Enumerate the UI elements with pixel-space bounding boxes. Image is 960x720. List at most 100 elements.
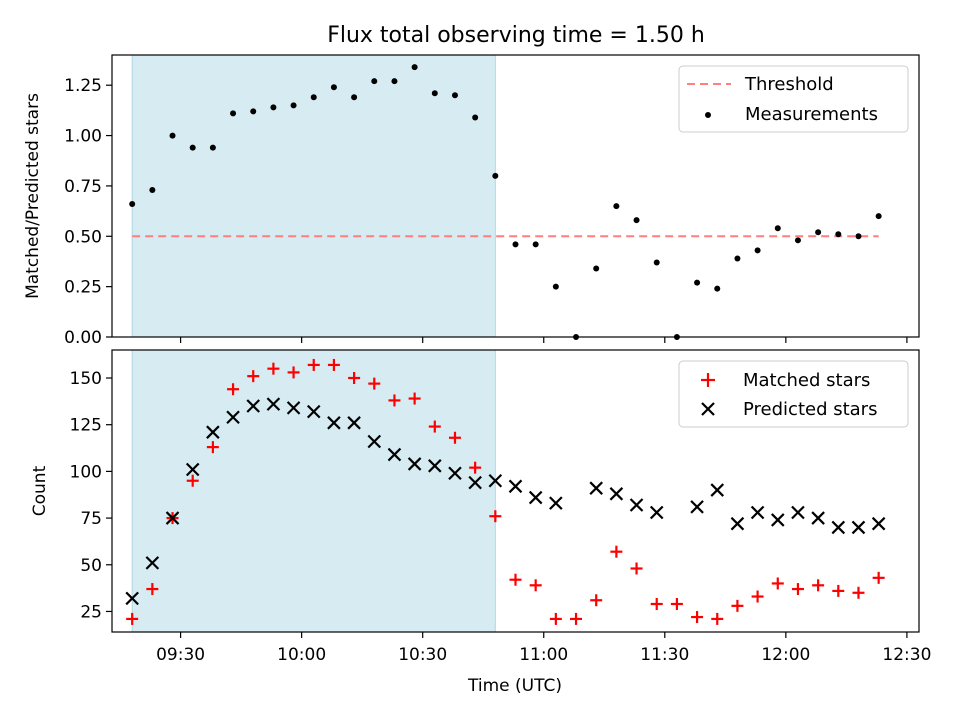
x-tick-label: 12:00: [761, 645, 810, 665]
predicted-star-point: [851, 520, 866, 535]
measurement-point: [532, 241, 539, 248]
measurement-point: [552, 283, 559, 290]
y-tick-label: 1.25: [64, 76, 102, 96]
matched-star-point: [448, 431, 461, 444]
predicted-star-point: [266, 397, 281, 411]
y-tick-label: 0.00: [64, 328, 102, 348]
matched-star-point: [711, 612, 724, 625]
matched-star-point: [126, 612, 139, 625]
ratio-legend-box: [678, 65, 909, 133]
measurement-point: [451, 92, 458, 99]
predicted-star-point: [791, 505, 805, 520]
predicted-star-point: [226, 410, 240, 425]
measurement-point: [774, 225, 781, 232]
y-tick-label: 150: [70, 369, 102, 389]
measurement-point: [169, 132, 176, 139]
matched-star-point: [247, 370, 260, 383]
measurement-point: [270, 104, 277, 111]
ratio-legend: Threshold Measurements: [678, 65, 909, 133]
predicted-star-point: [629, 498, 644, 512]
measurement-point: [855, 233, 862, 240]
x-tick-label: 11:30: [640, 645, 689, 665]
predicted-star-point: [407, 457, 422, 471]
measurement-point: [653, 259, 660, 266]
measurement-point: [754, 247, 761, 254]
predicted-star-point: [488, 473, 503, 488]
legend-matched-label: Matched stars: [743, 370, 870, 391]
matched-star-point: [691, 611, 704, 624]
measurement-point: [815, 229, 822, 236]
predicted-star-point: [145, 556, 160, 570]
measurement-point: [391, 78, 398, 85]
matched-star-point: [650, 597, 663, 610]
predicted-star-point: [770, 513, 785, 527]
measurement-point: [250, 108, 257, 115]
predicted-star-point: [589, 481, 603, 495]
matched-star-point: [469, 461, 482, 474]
count-panel-frame: [111, 349, 920, 633]
x-tick-label: 11:00: [519, 645, 568, 665]
count-y-axis-label: Count: [30, 465, 50, 516]
predicted-star-point: [609, 487, 624, 501]
y-tick-label: 1.00: [64, 127, 102, 147]
legend-matched-marker: [701, 373, 715, 387]
legend-threshold-label: Threshold: [744, 74, 834, 95]
predicted-star-point: [428, 459, 442, 473]
predicted-star-point: [448, 466, 462, 481]
matched-star-point: [307, 358, 320, 371]
x-tick-label: 12:30: [882, 645, 931, 665]
predicted-star-point: [750, 505, 765, 520]
measurement-point: [613, 203, 620, 210]
x-axis-label: Time (UTC): [467, 676, 562, 696]
predicted-star-point: [165, 511, 180, 525]
measurement-point: [593, 265, 600, 272]
measurement-point: [633, 217, 640, 224]
count-panel-shaded-span: [131, 349, 496, 633]
matched-star-point: [630, 562, 643, 575]
matched-star-point: [812, 579, 825, 592]
measurement-point: [512, 241, 519, 248]
predicted-star-point: [528, 490, 543, 505]
measurement-point: [472, 114, 479, 121]
measurement-point: [371, 78, 378, 85]
predicted-star-point: [286, 401, 301, 415]
predicted-star-point: [831, 520, 846, 535]
predicted-star-point: [549, 496, 563, 510]
ratio-y-axis-label: Matched/Predicted stars: [23, 93, 43, 299]
measurement-point: [129, 201, 136, 208]
matched-star-point: [206, 441, 219, 454]
count-legend-box: [678, 360, 909, 428]
predicted-star-point: [125, 591, 139, 606]
measurement-point: [411, 64, 418, 71]
matched-star-point: [852, 586, 865, 599]
y-tick-label: 125: [70, 416, 102, 436]
measurement-point: [875, 213, 882, 220]
predicted-star-point: [327, 416, 341, 430]
measurement-point: [230, 110, 237, 117]
y-tick-label: 75: [80, 509, 102, 529]
matched-star-point: [529, 579, 542, 592]
measurement-point: [330, 84, 337, 91]
legend-measurements-marker: [705, 112, 711, 118]
measurement-point: [149, 186, 156, 193]
ratio-panel-shaded-span: [131, 54, 496, 338]
y-tick-label: 0.25: [64, 278, 102, 298]
legend-measurements-label: Measurements: [745, 104, 878, 125]
measurement-point: [431, 90, 438, 97]
matched-star-point: [670, 597, 683, 610]
matched-star-point: [146, 583, 159, 596]
measurement-point: [734, 255, 741, 262]
measurement-point: [351, 94, 358, 101]
measurement-point: [209, 144, 216, 151]
predicted-star-point: [690, 500, 704, 514]
matched-star-point: [227, 383, 240, 396]
matched-star-point: [348, 372, 361, 385]
predicted-star-point: [468, 475, 482, 490]
matched-star-point: [368, 377, 381, 390]
count-legend: Matched stars Predicted stars: [678, 360, 909, 428]
predicted-star-point: [710, 483, 725, 497]
matched-star-point: [509, 573, 522, 586]
matched-star-point: [610, 545, 623, 558]
y-tick-label: 50: [80, 556, 102, 576]
